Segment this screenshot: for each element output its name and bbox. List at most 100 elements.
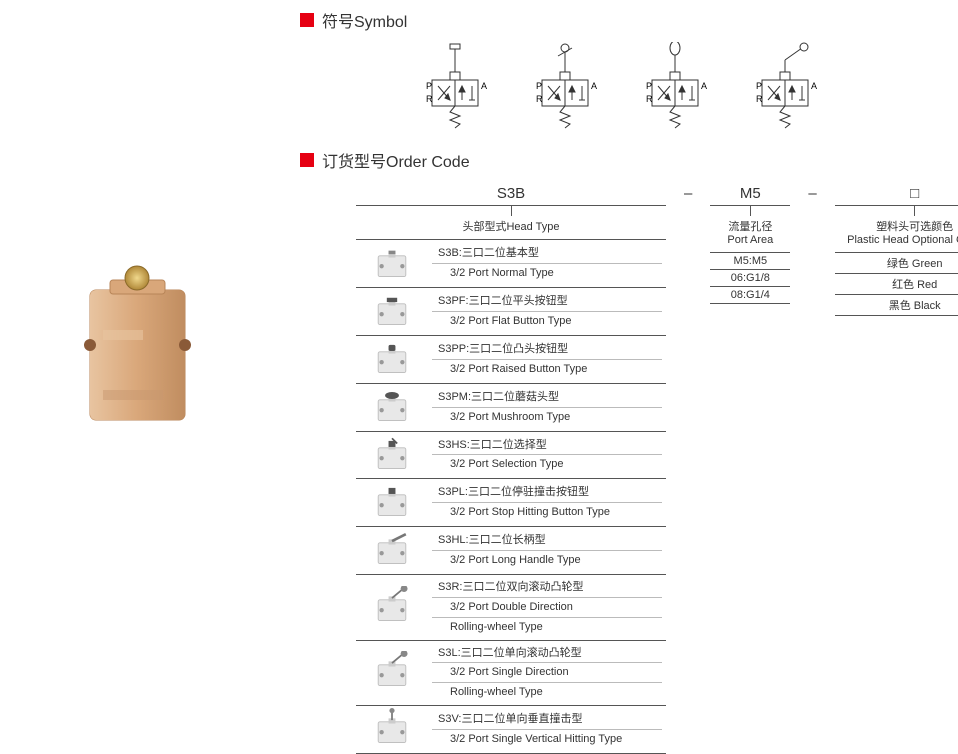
head-type-en: 3/2 Port Stop Hitting Button Type bbox=[432, 503, 662, 522]
port-area-label: 流量孔径 Port Area bbox=[710, 216, 790, 253]
head-type-icon bbox=[356, 431, 428, 479]
head-type-row: S3R:三口二位双向滚动凸轮型 3/2 Port Double Directio… bbox=[356, 575, 666, 641]
head-type-code: S3PM:三口二位蘑菇头型 bbox=[432, 388, 662, 408]
head-type-code: S3PP:三口二位凸头按钮型 bbox=[432, 340, 662, 360]
head-type-row: S3PL:三口二位停驻撞击按钮型 3/2 Port Stop Hitting B… bbox=[356, 479, 666, 527]
port-area-value: M5:M5 bbox=[710, 253, 790, 270]
head-type-code: S3R:三口二位双向滚动凸轮型 bbox=[432, 578, 662, 598]
head-type-code: S3PF:三口二位平头按钮型 bbox=[432, 292, 662, 312]
head-type-icon bbox=[356, 706, 428, 754]
head-type-text: S3PM:三口二位蘑菇头型 3/2 Port Mushroom Type bbox=[428, 383, 666, 431]
head-type-text: S3V:三口二位单向垂直撞击型 3/2 Port Single Vertical… bbox=[428, 706, 666, 754]
head-type-en: 3/2 Port Normal Type bbox=[432, 264, 662, 283]
head-type-label: 头部型式Head Type bbox=[356, 216, 666, 240]
head-type-icon bbox=[356, 575, 428, 641]
code-segment-color: □ bbox=[835, 182, 958, 206]
head-type-row: S3B:三口二位基本型 3/2 Port Normal Type bbox=[356, 240, 666, 287]
color-option-value: 绿色 Green bbox=[835, 253, 958, 274]
code-segment-s3b: S3B bbox=[356, 182, 666, 206]
symbol-title: 符号Symbol bbox=[322, 8, 407, 32]
order-header: 订货型号Order Code bbox=[300, 148, 958, 172]
port-area-column: M5 流量孔径 Port Area M5:M506:G1/808:G1/4 bbox=[710, 182, 790, 304]
symbol-diagrams-row: P R A P bbox=[420, 42, 820, 138]
valve-symbol-roller: P R A bbox=[750, 42, 820, 138]
port-area-row: M5:M5 bbox=[710, 253, 790, 270]
svg-text:A: A bbox=[591, 81, 597, 91]
svg-text:A: A bbox=[701, 81, 707, 91]
head-type-icon bbox=[356, 288, 428, 336]
port-area-table: M5:M506:G1/808:G1/4 bbox=[710, 253, 790, 304]
head-type-row: S3PF:三口二位平头按钮型 3/2 Port Flat Button Type bbox=[356, 288, 666, 336]
color-option-row: 黑色 Black bbox=[835, 295, 958, 316]
head-type-code: S3HS:三口二位选择型 bbox=[432, 436, 662, 456]
port-area-value: 06:G1/8 bbox=[710, 270, 790, 287]
code-dash: – bbox=[808, 182, 816, 202]
svg-text:P: P bbox=[646, 81, 652, 91]
svg-text:R: R bbox=[756, 94, 763, 104]
head-type-row: S3HL:三口二位长柄型 3/2 Port Long Handle Type bbox=[356, 527, 666, 575]
head-type-icon bbox=[356, 383, 428, 431]
head-type-icon bbox=[356, 640, 428, 706]
svg-text:P: P bbox=[536, 81, 542, 91]
head-type-en: 3/2 Port Selection Type bbox=[432, 455, 662, 474]
head-type-en: 3/2 Port Mushroom Type bbox=[432, 408, 662, 427]
svg-text:P: P bbox=[756, 81, 762, 91]
head-type-code: S3B:三口二位基本型 bbox=[432, 244, 662, 264]
head-type-en2: Rolling-wheel Type bbox=[432, 618, 662, 637]
head-type-row: S3PM:三口二位蘑菇头型 3/2 Port Mushroom Type bbox=[356, 383, 666, 431]
head-type-row: S3V:三口二位单向垂直撞击型 3/2 Port Single Vertical… bbox=[356, 706, 666, 754]
color-option-row: 红色 Red bbox=[835, 274, 958, 295]
head-type-text: S3HS:三口二位选择型 3/2 Port Selection Type bbox=[428, 431, 666, 479]
svg-text:R: R bbox=[536, 94, 543, 104]
color-option-value: 红色 Red bbox=[835, 274, 958, 295]
color-label: 塑料头可选颜色 Plastic Head Optional Color bbox=[835, 216, 958, 253]
head-type-code: S3V:三口二位单向垂直撞击型 bbox=[432, 710, 662, 730]
head-type-en: 3/2 Port Single Vertical Hitting Type bbox=[432, 730, 662, 749]
head-type-text: S3R:三口二位双向滚动凸轮型 3/2 Port Double Directio… bbox=[428, 575, 666, 641]
port-area-value: 08:G1/4 bbox=[710, 287, 790, 304]
color-column: □ 塑料头可选颜色 Plastic Head Optional Color 绿色… bbox=[835, 182, 958, 316]
head-type-code: S3L:三口二位单向滚动凸轮型 bbox=[432, 644, 662, 664]
head-type-icon bbox=[356, 527, 428, 575]
symbol-header: 符号Symbol bbox=[300, 8, 820, 32]
head-type-text: S3PP:三口二位凸头按钮型 3/2 Port Raised Button Ty… bbox=[428, 335, 666, 383]
section-marker-icon bbox=[300, 13, 314, 27]
svg-text:R: R bbox=[646, 94, 653, 104]
color-options-table: 绿色 Green红色 Red黑色 Black bbox=[835, 253, 958, 316]
head-type-row: S3L:三口二位单向滚动凸轮型 3/2 Port Single Directio… bbox=[356, 640, 666, 706]
head-type-text: S3B:三口二位基本型 3/2 Port Normal Type bbox=[428, 240, 666, 287]
head-type-icon bbox=[356, 240, 428, 287]
port-r-label: R bbox=[426, 94, 433, 104]
color-option-value: 黑色 Black bbox=[835, 295, 958, 316]
head-type-en: 3/2 Port Flat Button Type bbox=[432, 312, 662, 331]
code-segment-m5: M5 bbox=[710, 182, 790, 206]
head-type-text: S3PF:三口二位平头按钮型 3/2 Port Flat Button Type bbox=[428, 288, 666, 336]
head-type-row: S3HS:三口二位选择型 3/2 Port Selection Type bbox=[356, 431, 666, 479]
head-type-text: S3PL:三口二位停驻撞击按钮型 3/2 Port Stop Hitting B… bbox=[428, 479, 666, 527]
head-type-en2: Rolling-wheel Type bbox=[432, 683, 662, 702]
head-type-code: S3PL:三口二位停驻撞击按钮型 bbox=[432, 483, 662, 503]
valve-symbol-normal: P R A bbox=[420, 42, 490, 138]
head-type-table: S3B:三口二位基本型 3/2 Port Normal Type S3PF:三口… bbox=[356, 240, 666, 754]
symbol-section: 符号Symbol bbox=[300, 8, 820, 138]
head-type-en: 3/2 Port Single Direction bbox=[432, 663, 662, 683]
head-type-code: S3HL:三口二位长柄型 bbox=[432, 531, 662, 551]
head-type-text: S3L:三口二位单向滚动凸轮型 3/2 Port Single Directio… bbox=[428, 640, 666, 706]
valve-symbol-selector: P R A bbox=[640, 42, 710, 138]
head-type-en: 3/2 Port Long Handle Type bbox=[432, 551, 662, 570]
port-area-row: 06:G1/8 bbox=[710, 270, 790, 287]
section-marker-icon bbox=[300, 153, 314, 167]
port-a-label: A bbox=[481, 81, 487, 91]
port-area-row: 08:G1/4 bbox=[710, 287, 790, 304]
head-type-text: S3HL:三口二位长柄型 3/2 Port Long Handle Type bbox=[428, 527, 666, 575]
valve-symbol-button: P R A bbox=[530, 42, 600, 138]
head-type-en: 3/2 Port Double Direction bbox=[432, 598, 662, 618]
head-type-icon bbox=[356, 335, 428, 383]
head-type-icon bbox=[356, 479, 428, 527]
product-image bbox=[55, 250, 225, 440]
head-type-en: 3/2 Port Raised Button Type bbox=[432, 360, 662, 379]
order-code-grid: S3B 头部型式Head Type S3B:三口二位基本型 3/2 Port N… bbox=[356, 182, 958, 754]
code-dash: – bbox=[684, 182, 692, 202]
head-type-row: S3PP:三口二位凸头按钮型 3/2 Port Raised Button Ty… bbox=[356, 335, 666, 383]
order-code-section: 订货型号Order Code S3B 头部型式Head Type S3B:三口二… bbox=[300, 148, 958, 754]
